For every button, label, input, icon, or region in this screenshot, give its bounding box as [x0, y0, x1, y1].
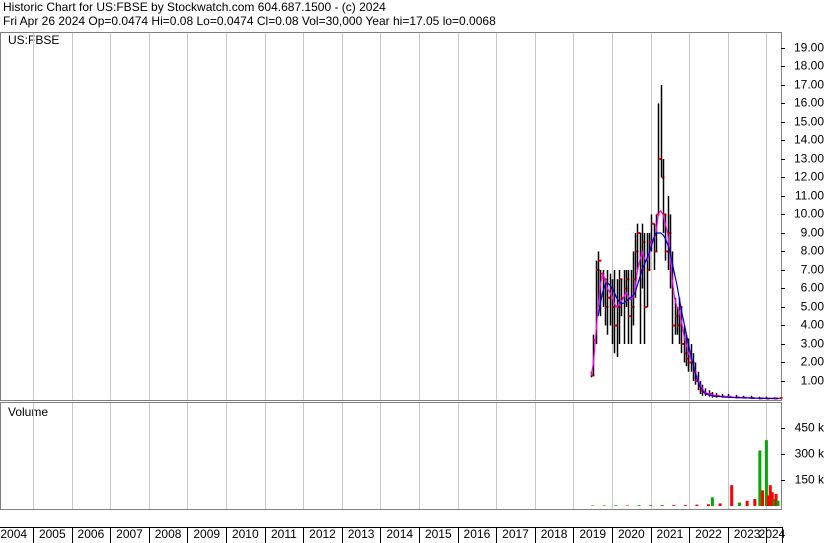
volume-bar	[772, 499, 776, 506]
y-tick-label: 16.00	[794, 96, 824, 110]
y-tick-label: 7.00	[801, 263, 825, 277]
x-tick-label: 2011	[271, 527, 297, 541]
volume-bar	[774, 493, 778, 506]
x-tick-label: 2018	[541, 527, 568, 541]
y-tick-label: 12.00	[794, 170, 824, 184]
volume-bar	[695, 504, 699, 506]
y-tick-label: 450 k	[795, 421, 825, 435]
x-tick-label: 2013	[348, 527, 375, 541]
y-tick-label: 10.00	[794, 207, 824, 221]
volume-bar	[761, 490, 765, 506]
y-tick-label: 150 k	[795, 473, 825, 487]
x-tick-label: 2023	[734, 527, 761, 541]
volume-bar	[737, 502, 741, 506]
volume-bar	[730, 485, 734, 506]
y-tick-label: 1.00	[801, 374, 825, 388]
y-tick-label: 300 k	[795, 447, 825, 461]
y-tick-label: 14.00	[794, 133, 824, 147]
y-tick-label: 3.00	[801, 337, 825, 351]
volume-bar	[776, 500, 780, 506]
volume-bar	[718, 503, 722, 506]
y-tick-label: 5.00	[801, 300, 825, 314]
x-tick-label: 2005	[39, 527, 66, 541]
y-tick-label: 13.00	[794, 152, 824, 166]
x-tick-label: 2020	[618, 527, 645, 541]
volume-panel	[0, 402, 782, 510]
volume-bar	[710, 497, 714, 506]
x-tick-label: 2015	[425, 527, 452, 541]
volume-bar	[683, 505, 687, 506]
volume-bar	[649, 505, 653, 506]
volume-bar	[758, 450, 762, 506]
volume-bar	[770, 492, 774, 506]
x-tick-label: 2014	[386, 527, 413, 541]
volume-bar	[768, 485, 772, 506]
volume-bar	[625, 505, 629, 506]
y-tick-label: 9.00	[801, 226, 825, 240]
volume-bar	[764, 440, 768, 506]
y-tick-label: 2.00	[801, 355, 825, 369]
y-tick-label: 6.00	[801, 281, 825, 295]
y-tick-label: 11.00	[795, 189, 824, 203]
y-tick-label: 18.00	[794, 59, 824, 73]
x-tick-label: 2010	[232, 527, 259, 541]
y-tick-label: 17.00	[794, 78, 824, 92]
x-tick-label: 2019	[579, 527, 606, 541]
chart-title: Historic Chart for US:FBSE by Stockwatch…	[3, 0, 386, 14]
y-tick-label: 4.00	[801, 318, 825, 332]
y-tick-label: 8.00	[801, 244, 825, 258]
volume-bar	[707, 504, 711, 506]
x-tick-label: 2008	[155, 527, 182, 541]
x-tick-label: 2006	[78, 527, 105, 541]
volume-bar	[672, 505, 676, 506]
x-tick-label: 2024	[759, 527, 786, 541]
volume-bar	[753, 499, 757, 506]
x-tick-label: 2007	[116, 527, 143, 541]
volume-panel-label: Volume	[8, 405, 48, 419]
x-tick-label: 2017	[502, 527, 529, 541]
x-tick-label: 2009	[193, 527, 220, 541]
y-tick-label: 15.00	[794, 115, 824, 129]
volume-bar	[591, 505, 595, 506]
volume-bar	[660, 504, 664, 506]
x-tick-label: 2022	[695, 527, 722, 541]
volume-bar	[614, 505, 618, 506]
moving-average	[597, 232, 779, 399]
x-tick-label: 2012	[309, 527, 336, 541]
volume-bar	[602, 505, 606, 506]
volume-bar	[745, 500, 749, 506]
chart-subtitle: Fri Apr 26 2024 Op=0.0474 Hi=0.08 Lo=0.0…	[3, 14, 496, 28]
x-tick-label: 2021	[657, 527, 684, 541]
x-tick-label: 2016	[464, 527, 491, 541]
volume-bar	[766, 495, 770, 506]
moving-average	[590, 209, 779, 400]
price-panel	[0, 32, 782, 401]
y-tick-label: 19.00	[794, 41, 824, 55]
volume-bar	[637, 505, 641, 506]
x-tick-label: 2004	[0, 527, 27, 541]
